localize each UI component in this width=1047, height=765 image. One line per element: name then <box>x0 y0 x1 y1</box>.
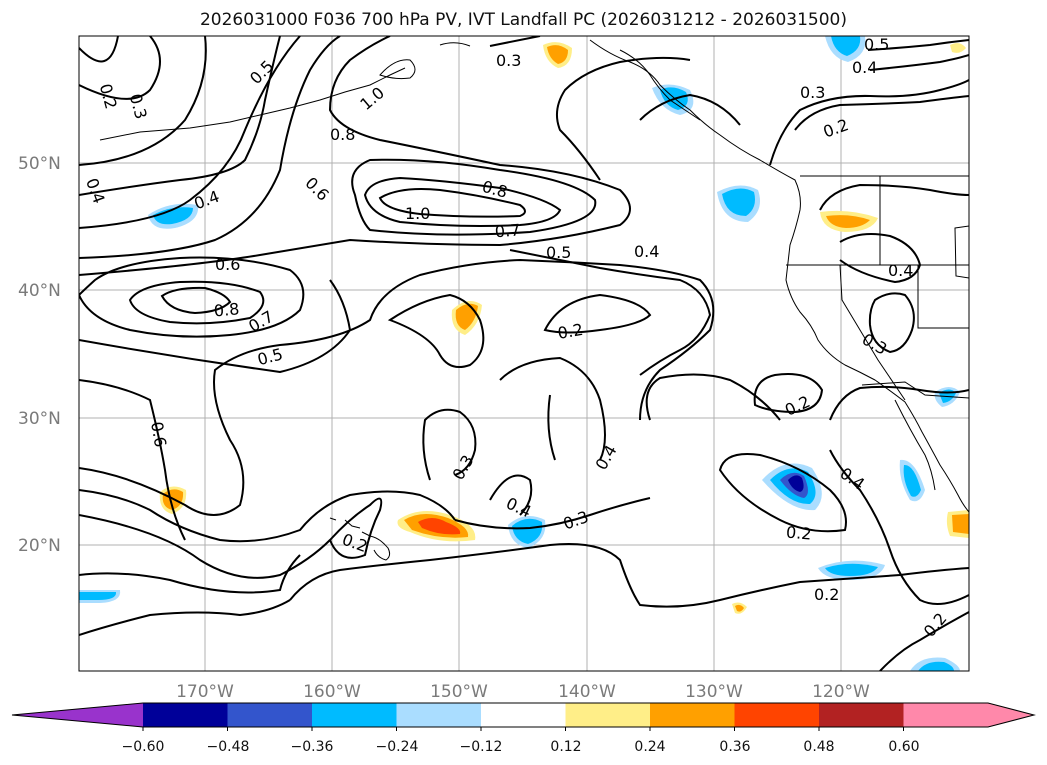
colorbar-segment <box>481 703 566 727</box>
colorbar-extend-low <box>12 703 143 727</box>
contour-label: 0.6 <box>147 420 170 448</box>
colorbar-tick-label: 0.48 <box>803 739 834 755</box>
lat-label: 20°N <box>18 536 61 556</box>
lat-label: 50°N <box>18 154 61 174</box>
contour-label: 0.4 <box>634 242 659 261</box>
latitude-labels: 50°N 40°N 30°N 20°N <box>18 154 61 556</box>
negative-patch <box>831 36 861 56</box>
negative-patch <box>918 661 954 671</box>
lon-label: 150°W <box>430 682 488 702</box>
contour-label: 0.2 <box>556 320 584 343</box>
contour-label: 0.5 <box>546 243 571 262</box>
colorbar-segment <box>903 703 989 727</box>
negative-patch <box>512 518 543 544</box>
colorbar-tick-label: −0.60 <box>122 739 165 755</box>
negative-patch <box>825 563 878 576</box>
positive-patch <box>735 604 744 612</box>
contour-label: 0.2 <box>814 585 839 604</box>
colorbar-segment <box>734 703 820 727</box>
negative-patch <box>153 207 193 225</box>
colorbar-tick-labels: −0.60 −0.48 −0.36 −0.24 −0.12 0.12 0.24 … <box>122 739 920 755</box>
positive-patch <box>826 215 870 228</box>
contour-label: 1.0 <box>405 204 430 223</box>
colorbar <box>11 702 1036 731</box>
negative-patch <box>903 464 921 497</box>
lat-label: 40°N <box>18 281 61 301</box>
contour-label: 0.5 <box>864 35 889 54</box>
contour-label: 0.8 <box>330 125 355 144</box>
negative-patch <box>722 188 755 216</box>
negative-patch <box>788 475 804 492</box>
contour-label: 0.3 <box>800 83 825 102</box>
colorbar-segment <box>312 703 397 727</box>
contour-label: 0.4 <box>852 58 877 77</box>
positive-patch <box>547 45 568 64</box>
colorbar-tick-label: 0.60 <box>888 739 919 755</box>
plot-frame <box>78 35 970 672</box>
longitude-labels: 170°W 160°W 150°W 140°W 130°W 120°W <box>176 682 870 702</box>
positive-patch <box>455 303 478 330</box>
positive-patch <box>418 518 461 535</box>
colorbar-tick-label: −0.24 <box>376 739 419 755</box>
plot-area <box>79 36 969 671</box>
lon-label: 130°W <box>685 682 743 702</box>
colorbar-tick-label: −0.36 <box>291 739 334 755</box>
lon-label: 160°W <box>303 682 361 702</box>
colorbar-tick-label: 0.36 <box>719 739 750 755</box>
colorbar-segment <box>819 703 904 727</box>
colorbar-extend-high <box>988 703 1034 727</box>
colorbar-segment <box>227 703 313 727</box>
contour-label: 0.6 <box>215 255 240 274</box>
lat-label: 30°N <box>18 409 61 429</box>
contour-label: 0.8 <box>213 299 240 320</box>
colorbar-segment <box>650 703 735 727</box>
contour-label: 0.4 <box>888 261 913 280</box>
gridlines <box>79 36 969 671</box>
colorbar-segment <box>565 703 651 727</box>
contour-label: 0.7 <box>494 220 521 241</box>
colorbar-segment <box>396 703 482 727</box>
colorbar-tick-label: 0.12 <box>550 739 581 755</box>
contour-label: 0.3 <box>496 51 521 70</box>
colorbar-tick-label: 0.24 <box>634 739 665 755</box>
colorbar-tick-label: −0.48 <box>207 739 250 755</box>
lon-label: 120°W <box>812 682 870 702</box>
map-title: 2026031000 F036 700 hPa PV, IVT Landfall… <box>199 10 847 30</box>
colorbar-segment <box>143 703 228 727</box>
negative-patch <box>79 592 117 600</box>
colorbar-tick-label: −0.12 <box>460 739 503 755</box>
lon-label: 170°W <box>176 682 234 702</box>
contour-label: 0.2 <box>785 523 812 544</box>
positive-patch <box>952 514 969 534</box>
pv-contours <box>79 36 969 671</box>
lon-label: 140°W <box>558 682 616 702</box>
positive-patch <box>950 43 966 53</box>
